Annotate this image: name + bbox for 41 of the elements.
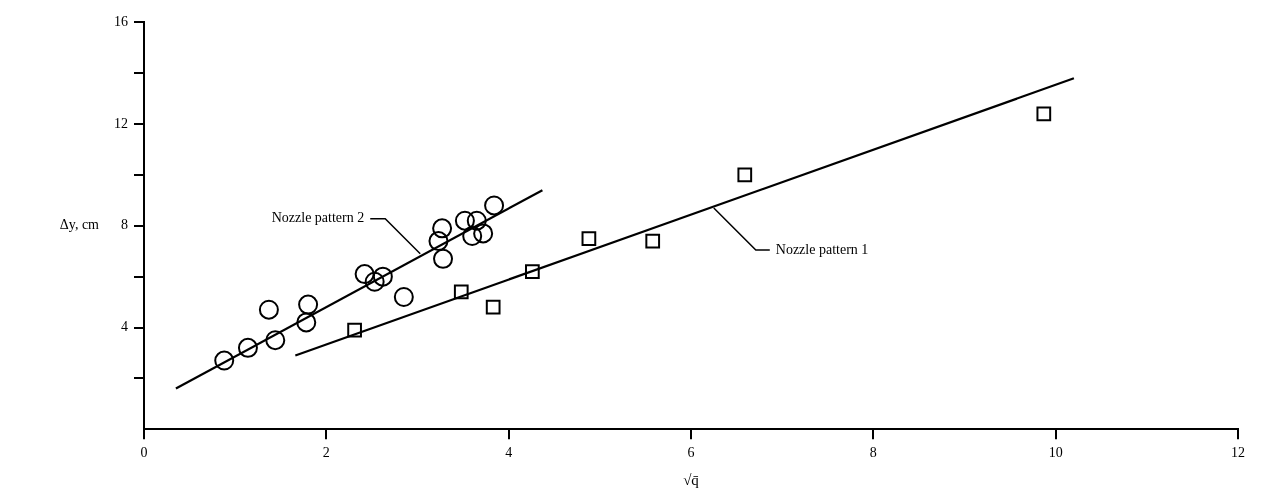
x-tick-label: 10 (1048, 445, 1063, 461)
point (296, 312, 317, 333)
annotation: Nozzle pattern 2 (271, 210, 365, 226)
point (485, 299, 501, 315)
point (214, 350, 235, 371)
y-tick-label: 16 (114, 14, 128, 30)
y-axis-title: Δy, cm (59, 217, 100, 233)
x-axis-title: √q̄ (683, 471, 700, 488)
point (372, 266, 393, 287)
point (364, 271, 385, 292)
point (354, 264, 375, 285)
point (347, 322, 362, 338)
x-tick-label: 2 (322, 445, 330, 461)
y-tick-label: 12 (114, 115, 128, 131)
point (1036, 106, 1052, 122)
x-tick-label: 12 (1231, 445, 1245, 461)
point (433, 248, 454, 269)
point (645, 233, 661, 249)
point (466, 210, 487, 231)
y-tick-label: 8 (121, 217, 128, 233)
point (454, 210, 475, 231)
point (473, 223, 494, 244)
point (453, 284, 469, 300)
point (258, 299, 279, 320)
point (298, 294, 319, 315)
y-tick-label: 4 (121, 319, 128, 335)
x-tick-label: 6 (687, 445, 695, 461)
x-tick-label: 8 (869, 445, 877, 461)
point (462, 225, 483, 246)
annotation: Nozzle pattern 1 (775, 241, 869, 257)
point (237, 337, 258, 358)
point (265, 330, 286, 351)
point (525, 264, 540, 279)
point (737, 167, 753, 183)
x-tick-label: 4 (505, 445, 513, 461)
point (432, 218, 453, 239)
point (484, 195, 505, 216)
point (428, 231, 449, 252)
x-tick-label: 0 (140, 445, 148, 461)
point (393, 286, 414, 307)
point (581, 231, 597, 246)
